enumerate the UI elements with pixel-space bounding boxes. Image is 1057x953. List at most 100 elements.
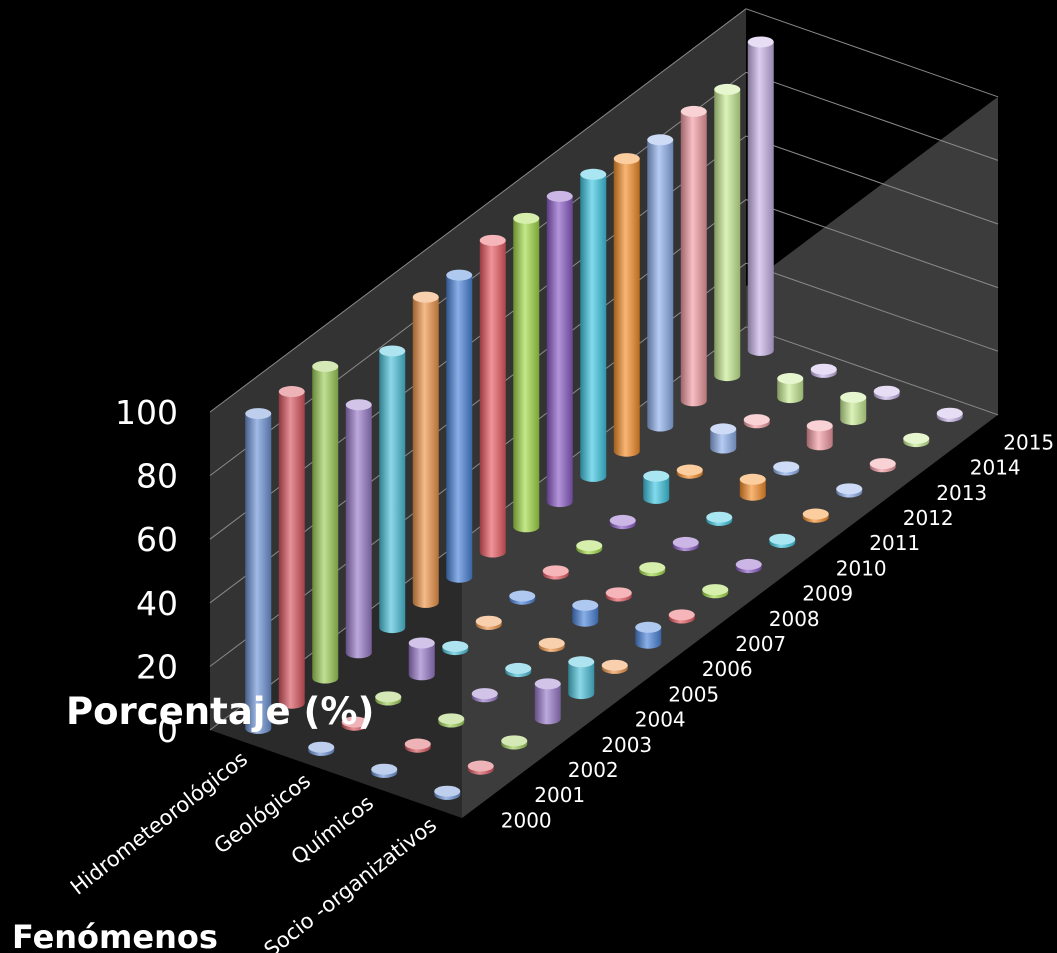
bar-2003-0 xyxy=(345,399,372,659)
series-label: 2000 xyxy=(501,808,552,832)
series-label: 2009 xyxy=(802,582,853,606)
series-label: 2013 xyxy=(936,481,987,505)
bar-2007-2 xyxy=(605,587,632,602)
bar-2000-3 xyxy=(434,785,461,800)
series-label: 2001 xyxy=(534,783,585,807)
series-label: 2011 xyxy=(869,531,920,555)
series-label: 2004 xyxy=(635,708,686,732)
bar-2001-2 xyxy=(404,738,431,753)
series-label: 2010 xyxy=(836,556,887,580)
bar-2013-0 xyxy=(680,105,707,407)
bar-2014-0 xyxy=(714,83,741,382)
bar-2002-2 xyxy=(438,713,465,728)
bar-2015-2 xyxy=(873,385,900,400)
bar-2011-1 xyxy=(676,464,703,479)
series-label: 2007 xyxy=(735,632,786,656)
series-label: 2008 xyxy=(769,607,820,631)
bar-2015-1 xyxy=(810,363,837,378)
bar-2004-1 xyxy=(442,640,469,656)
chart-bars xyxy=(245,36,963,800)
bar-2006-0 xyxy=(446,269,473,583)
gridline xyxy=(209,8,999,413)
bar-2000-1 xyxy=(308,741,335,756)
bar-2009-2 xyxy=(672,536,699,552)
bar-2008-0 xyxy=(513,212,540,533)
bar-2009-1 xyxy=(609,514,636,530)
bar-2000-0 xyxy=(245,408,272,734)
bar-2004-3 xyxy=(568,656,595,700)
bar-2013-2 xyxy=(806,420,833,451)
bar-2007-0 xyxy=(479,234,506,558)
bar-2003-2 xyxy=(471,688,498,703)
bar-2006-3 xyxy=(635,621,662,649)
bar-2004-0 xyxy=(379,345,406,634)
bar-2004-2 xyxy=(505,662,532,678)
bar-2005-2 xyxy=(538,637,565,652)
bar-2012-1 xyxy=(710,423,737,454)
chart-walls xyxy=(210,8,998,819)
series-label: 2006 xyxy=(702,657,753,681)
series-label: 2002 xyxy=(568,758,619,782)
y-tick-label: 0 xyxy=(157,711,178,750)
bar-2006-2 xyxy=(572,599,599,627)
bar-2003-3 xyxy=(534,678,561,725)
bar-2015-3 xyxy=(936,407,963,422)
series-label: 2014 xyxy=(970,456,1021,480)
back-wall xyxy=(462,96,998,819)
y-tick-label: 100 xyxy=(115,393,178,432)
x-tick-label: Hidrometeorológicos xyxy=(66,747,252,900)
x-tick-label: Químicos xyxy=(287,791,378,870)
bar-2015-0 xyxy=(747,36,774,356)
bar-2009-3 xyxy=(735,558,762,574)
bar-2007-3 xyxy=(668,609,695,624)
bar-2008-3 xyxy=(702,584,729,599)
bar-2011-3 xyxy=(802,508,829,523)
y-tick-label: 20 xyxy=(136,647,178,686)
y-tick-label: 60 xyxy=(136,520,178,559)
bar-2012-0 xyxy=(647,134,674,432)
y-tick-label: 80 xyxy=(136,457,178,496)
bar-2009-0 xyxy=(546,190,573,508)
bar-2011-2 xyxy=(739,473,766,501)
gridline xyxy=(209,71,999,476)
bar-2012-2 xyxy=(773,461,800,476)
side-wall xyxy=(210,8,746,731)
bar-2001-3 xyxy=(467,760,494,775)
bar-2005-1 xyxy=(475,615,502,630)
y-axis-ticks: 0 20 40 60 80 100 xyxy=(115,393,178,750)
bar-2010-2 xyxy=(706,511,733,526)
y-tick-label: 40 xyxy=(136,584,178,623)
bar-2001-0 xyxy=(278,386,305,709)
bar-2010-0 xyxy=(580,168,607,482)
bar-2006-1 xyxy=(509,590,536,605)
series-label: 2003 xyxy=(601,733,652,757)
bar-2012-3 xyxy=(836,483,863,498)
bar-2002-0 xyxy=(312,360,339,684)
bar-2002-1 xyxy=(375,691,402,706)
bar-2011-0 xyxy=(613,153,640,457)
series-label: 2005 xyxy=(668,682,719,706)
x-tick-label: Socio -organizativos xyxy=(260,813,442,953)
bar-2014-1 xyxy=(777,373,804,404)
bar-2002-3 xyxy=(501,735,528,750)
bar-2001-1 xyxy=(341,716,368,731)
bar-2008-2 xyxy=(639,562,666,577)
series-label: 2012 xyxy=(903,506,954,530)
bar-2010-3 xyxy=(769,533,796,548)
series-label: 2015 xyxy=(1003,430,1054,454)
y-axis-title: Porcentaje (%) xyxy=(66,690,374,733)
bar-2008-1 xyxy=(576,540,603,555)
bar-2005-0 xyxy=(412,291,439,608)
bar-2000-2 xyxy=(371,763,398,778)
bar-2013-1 xyxy=(743,414,770,429)
x-axis-title: Fenómenos xyxy=(12,918,218,953)
bar-2003-1 xyxy=(408,637,435,681)
bar-2013-3 xyxy=(869,458,896,473)
bar-2010-1 xyxy=(643,470,670,504)
z-axis-ticks: 2000200120022003200420052006200720082009… xyxy=(501,430,1054,832)
bar-2005-3 xyxy=(601,659,628,674)
bar-2007-1 xyxy=(542,565,569,580)
bar-2014-2 xyxy=(840,391,867,426)
bar-2014-3 xyxy=(903,432,930,448)
